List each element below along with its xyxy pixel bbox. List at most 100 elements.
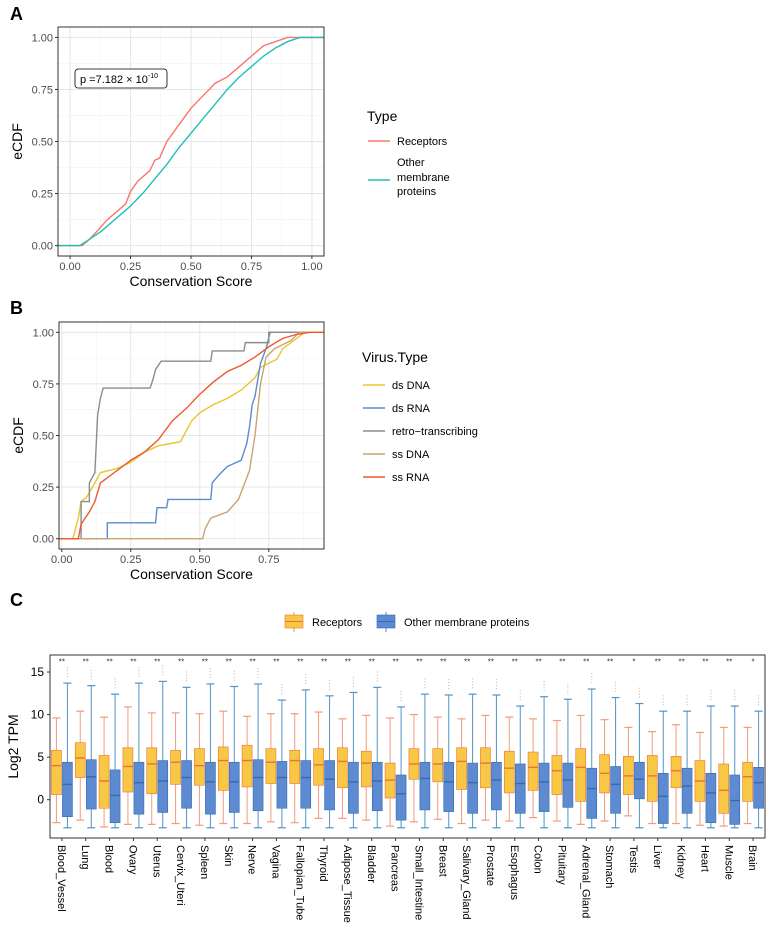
- ecdf-line-ds-dna: [59, 331, 324, 540]
- legend-title: Virus.Type: [362, 349, 428, 365]
- y-tick-label: 1.00: [32, 32, 53, 44]
- outlier-point: [400, 691, 402, 693]
- x-tick-label: Thyroid: [317, 845, 329, 882]
- y-tick-label: 1.00: [33, 327, 54, 339]
- outlier-point: [328, 685, 331, 688]
- outlier-point: [90, 669, 92, 671]
- outlier-point: [281, 687, 283, 689]
- outlier-point: [495, 682, 498, 684]
- others-box: [300, 760, 312, 809]
- significance-label: **: [83, 657, 89, 666]
- outlier-point: [233, 670, 235, 672]
- legend-label: ss DNA: [392, 449, 430, 461]
- x-tick-label: Breast: [436, 845, 448, 877]
- y-axis-title: Log2 TPM: [5, 714, 21, 778]
- receptors-box: [718, 763, 730, 814]
- significance-label: **: [440, 657, 446, 666]
- outlier-point: [185, 677, 188, 679]
- significance-label: **: [583, 657, 589, 666]
- x-tick-label: Stomach: [603, 845, 615, 888]
- outlier-point: [567, 692, 569, 694]
- x-tick-label: Vagina: [269, 845, 281, 879]
- outlier-point: [614, 687, 617, 689]
- outlier-point: [757, 698, 760, 700]
- outlier-point: [471, 681, 474, 683]
- outlier-point: [138, 673, 140, 675]
- x-tick-label: Muscle: [722, 845, 734, 880]
- x-tick-label: Bladder: [365, 845, 377, 883]
- outlier-point: [567, 683, 569, 685]
- outlier-point: [591, 682, 593, 684]
- x-tick-label: Esophagus: [508, 845, 520, 901]
- others-box: [586, 767, 598, 819]
- receptors-box: [194, 748, 205, 786]
- significance-label: *: [632, 657, 635, 666]
- ecdf-line-other-membrane-proteins: [58, 36, 324, 247]
- outlier-point: [328, 679, 331, 682]
- others-box: [276, 761, 288, 809]
- receptors-box: [360, 750, 372, 788]
- outlier-point: [734, 696, 736, 698]
- outlier-point: [757, 695, 760, 697]
- outlier-point: [209, 673, 212, 676]
- receptors-box: [432, 748, 444, 783]
- x-tick-label: Salivary_Gland: [460, 845, 472, 920]
- significance-label: **: [702, 657, 708, 666]
- outlier-point: [662, 698, 664, 700]
- x-tick-label: Liver: [651, 845, 663, 869]
- outlier-point: [543, 686, 545, 688]
- receptors-box: [646, 755, 658, 802]
- outlier-point: [305, 673, 307, 676]
- x-tick-label: Colon: [532, 845, 544, 874]
- x-tick-label: Adipose_Tissue: [341, 845, 353, 923]
- outlier-point: [352, 679, 355, 681]
- others-box: [181, 760, 192, 809]
- significance-label: **: [392, 657, 398, 666]
- x-tick-label: Brain: [746, 845, 758, 871]
- significance-label: **: [321, 657, 327, 666]
- y-tick-label: 0.25: [32, 189, 53, 201]
- x-tick-label: Adrenal_Gland: [579, 845, 591, 918]
- others-box: [324, 760, 335, 811]
- outlier-point: [757, 701, 760, 703]
- outlier-point: [281, 693, 283, 695]
- receptors-box: [170, 750, 181, 785]
- outlier-point: [448, 688, 450, 690]
- outlier-point: [209, 668, 212, 670]
- significance-label: **: [106, 657, 112, 666]
- x-tick-label: Ovary: [126, 845, 138, 875]
- outlier-point: [543, 689, 545, 691]
- significance-label: *: [752, 657, 755, 666]
- x-tick-label: 0.75: [258, 554, 279, 566]
- legend-label: ds DNA: [392, 380, 431, 392]
- outlier-point: [638, 690, 641, 692]
- outlier-point: [138, 670, 140, 672]
- others-box: [657, 773, 669, 824]
- outlier-point: [162, 674, 164, 676]
- receptors-box: [313, 748, 324, 786]
- outlier-point: [686, 704, 688, 706]
- receptors-box: [289, 750, 301, 784]
- x-tick-label: Cervix_Uteri: [174, 845, 186, 906]
- others-box: [85, 759, 97, 810]
- receptors-box: [456, 747, 467, 790]
- y-tick-label: 15: [31, 665, 45, 679]
- x-tick-label: 0.25: [120, 261, 141, 273]
- others-box: [109, 769, 121, 823]
- significance-label: **: [655, 657, 661, 666]
- outlier-point: [185, 671, 188, 673]
- others-box: [610, 766, 621, 814]
- outlier-point: [686, 695, 688, 697]
- significance-label: **: [559, 657, 565, 666]
- outlier-point: [376, 677, 378, 679]
- x-tick-label: Kidney: [675, 845, 687, 879]
- x-tick-label: 1.00: [301, 261, 322, 273]
- outlier-point: [448, 679, 450, 681]
- significance-label: **: [369, 657, 375, 666]
- outlier-point: [233, 673, 235, 675]
- others-box: [228, 761, 240, 813]
- receptors-box: [337, 747, 348, 789]
- outlier-point: [710, 696, 712, 698]
- outlier-point: [519, 693, 521, 695]
- significance-label: **: [249, 657, 255, 666]
